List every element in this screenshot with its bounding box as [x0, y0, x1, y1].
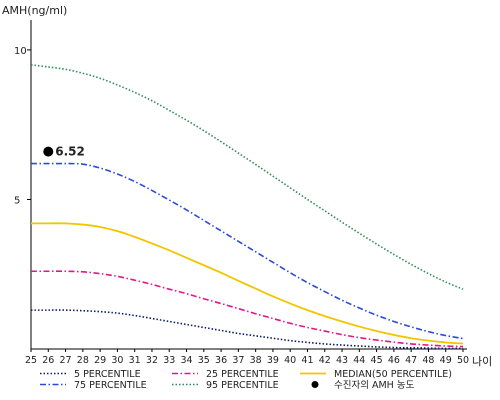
x-tick-label: 31 [129, 355, 141, 366]
x-tick-label: 35 [198, 355, 210, 366]
legend-label-5-percentile: 5 PERCENTILE [74, 369, 141, 380]
x-tick-label: 38 [250, 355, 262, 366]
x-tick-label: 48 [422, 355, 434, 366]
patient-amh-value-label: 6.52 [55, 145, 85, 159]
legend: 5 PERCENTILE 25 PERCENTILE MEDIAN(50 PERCE… [40, 369, 452, 391]
x-tick-label: 28 [77, 355, 89, 366]
x-tick-label: 45 [371, 355, 383, 366]
series-line-5-percentile [30, 309, 464, 350]
x-tick-label: 30 [111, 355, 123, 366]
x-tick-label: 36 [215, 355, 227, 366]
x-tick-label: 33 [163, 355, 175, 366]
x-tick-label: 29 [94, 355, 106, 366]
x-tick-label: 39 [267, 355, 279, 366]
marker-group: 6.52 [43, 145, 85, 159]
x-tick-label: 46 [388, 355, 400, 366]
patient-amh-point [43, 146, 54, 157]
x-tick-label: 34 [180, 355, 192, 366]
series-line-95-percentile [30, 64, 464, 290]
x-tick-label: 26 [42, 355, 54, 366]
x-tick-label: 49 [440, 355, 452, 366]
y-tick-label: 10 [14, 46, 27, 57]
legend-label-25-percentile: 25 PERCENTILE [206, 369, 279, 380]
legend-label-95-percentile: 95 PERCENTILE [206, 380, 279, 391]
x-tick-label: 50 [457, 355, 469, 366]
x-tick-label: 44 [353, 355, 365, 366]
legend-swatch-patient-amh [311, 381, 319, 388]
legend-label-median-50-percentile: MEDIAN(50 PERCENTILE) [334, 369, 452, 380]
y-ticks: 5 10 [14, 46, 31, 206]
legend-label-75-percentile: 75 PERCENTILE [74, 380, 147, 391]
x-tick-label: 42 [319, 355, 331, 366]
series-line-75-percentile [30, 162, 464, 340]
x-tick-label: 43 [336, 355, 348, 366]
x-ticks: 25 26 27 28 29 30 31 32 33 34 35 36 37 38 39 40 41 42 43 44… [25, 349, 469, 366]
x-tick-label: 40 [284, 355, 296, 366]
x-axis-title: 나이 [472, 355, 492, 368]
x-tick-label: 32 [146, 355, 158, 366]
series-lines [30, 64, 464, 350]
y-axis-title: AMH(ng/ml) [2, 4, 67, 17]
series-line-median-50-percentile [31, 222, 464, 345]
x-tick-label: 25 [25, 355, 37, 366]
x-tick-label: 27 [60, 355, 72, 366]
axes: AMH(ng/ml) 나이 [2, 4, 492, 368]
x-tick-label: 37 [232, 355, 244, 366]
legend-label-수진자의-amh-농도: 수진자의 AMH 농도 [334, 380, 415, 391]
x-tick-label: 41 [301, 355, 313, 366]
x-tick-label: 47 [405, 355, 417, 366]
y-tick-label: 5 [14, 195, 20, 206]
